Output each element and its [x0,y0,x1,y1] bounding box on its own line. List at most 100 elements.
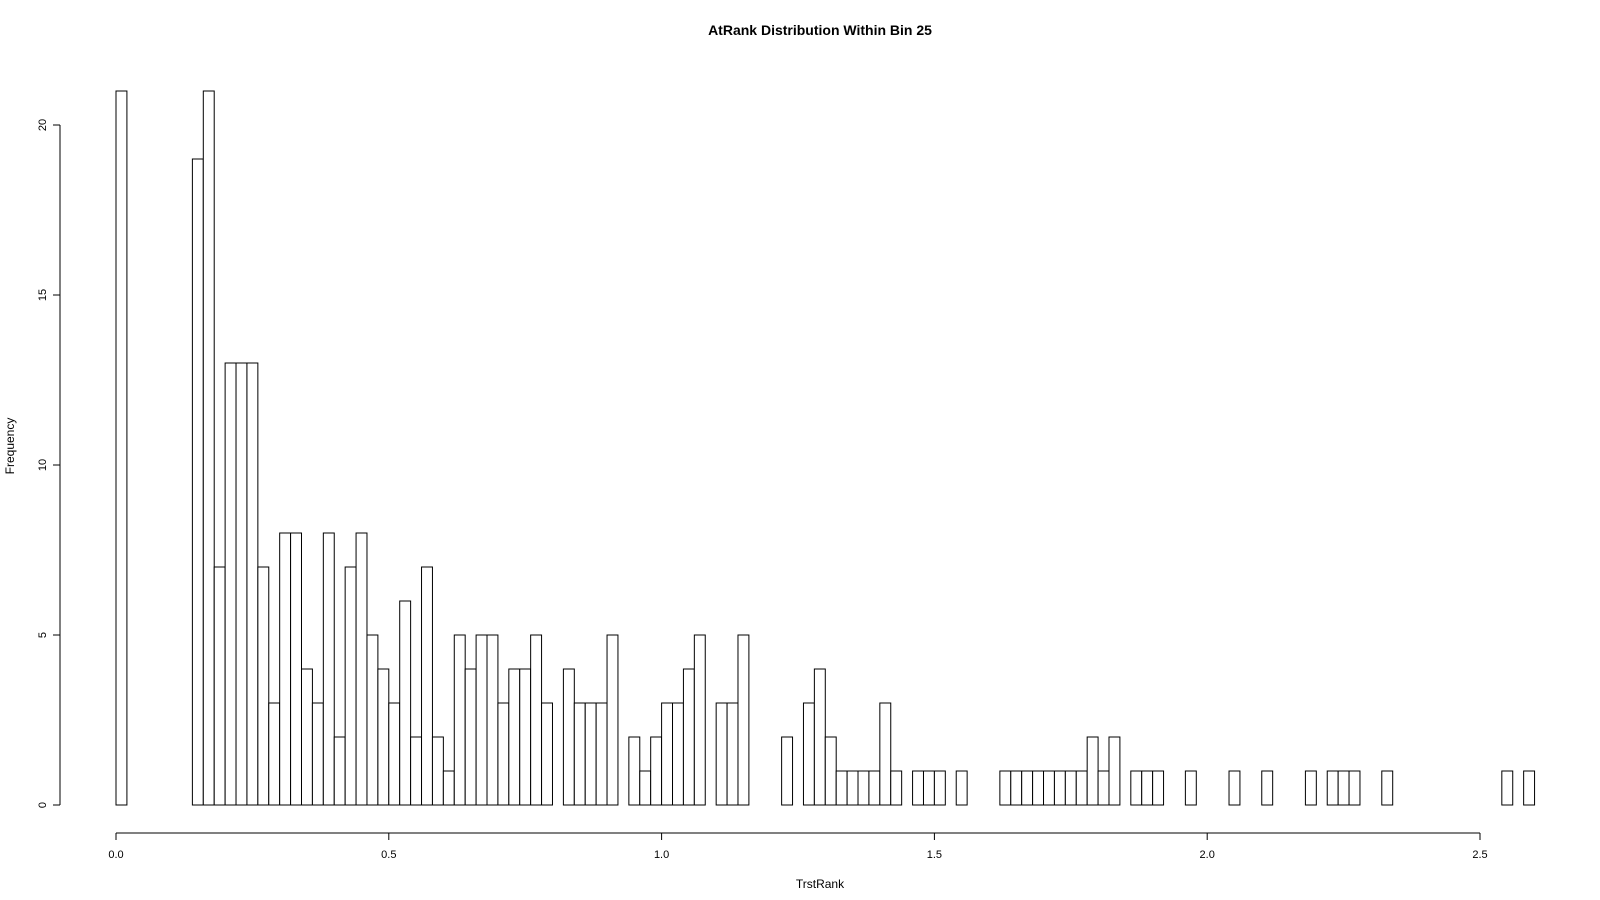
histogram-bar [1228,770,1241,806]
histogram-bar [606,634,619,806]
histogram-bar [595,702,608,806]
histogram-bar [497,702,510,806]
histogram-bar [868,770,881,806]
histogram-bar [857,770,870,806]
histogram-bar [726,702,739,806]
histogram-bar [1053,770,1066,806]
histogram-bar [1010,770,1023,806]
histogram-bar [246,362,259,806]
histogram-bar [890,770,903,806]
histogram-bar [1326,770,1339,806]
x-tick-label: 0.0 [108,849,123,861]
histogram-bar [999,770,1012,806]
histogram-bar [922,770,935,806]
histogram-bar [290,532,303,806]
histogram-bar [399,600,412,806]
histogram-bar [584,702,597,806]
histogram-bar [661,702,674,806]
histogram-bar [1130,770,1143,806]
x-tick-label: 0.5 [381,849,396,861]
histogram-bar [835,770,848,806]
x-axis-label: TrstRank [796,877,845,891]
histogram-bars [115,90,1536,806]
x-axis: 0.0 0.5 1.0 1.5 2.0 2.5 [108,832,1488,861]
histogram-bar [115,90,128,806]
histogram-bar [530,634,543,806]
histogram-bar [388,702,401,806]
histogram-bar [224,362,237,806]
histogram-bar [508,668,521,806]
histogram-bar [715,702,728,806]
histogram-bar [639,770,652,806]
y-tick-label: 10 [37,459,49,471]
histogram-bar [573,702,586,806]
histogram-bar [1348,770,1361,806]
histogram-bar [1064,770,1077,806]
histogram-bar [628,736,641,806]
y-axis: 0 5 10 15 20 [37,119,61,808]
histogram-bar [355,532,368,806]
histogram-bar [1523,770,1536,806]
histogram-bar [562,668,575,806]
histogram-bar [486,634,499,806]
histogram-bar [344,566,357,806]
histogram-bar [453,634,466,806]
histogram-bar [781,736,794,806]
histogram-bar [879,702,892,806]
histogram-bar [1108,736,1121,806]
histogram-bar [933,770,946,806]
histogram-bar [1141,770,1154,806]
histogram-bar [213,566,226,806]
histogram-bar [235,362,248,806]
histogram-bar [322,532,335,806]
histogram-bar [1152,770,1165,806]
histogram-bar [802,702,815,806]
histogram-bar [421,566,433,806]
histogram-bar [1086,736,1099,806]
histogram-bar [431,736,444,806]
histogram-bar [268,702,281,806]
histogram-bar [1501,770,1514,806]
y-tick-label: 20 [37,119,49,131]
x-tick-label: 1.5 [927,849,942,861]
histogram-bar [813,668,826,806]
histogram-bar [541,702,553,806]
histogram-bar [191,158,204,806]
histogram-bar [824,736,837,806]
histogram-bar [672,702,684,806]
histogram-bar [846,770,859,806]
histogram-bar [1075,770,1088,806]
histogram-bar [257,566,270,806]
x-tick-label: 1.0 [654,849,669,861]
histogram-bar [955,770,968,806]
histogram-bar [1021,770,1034,806]
x-tick-label: 2.5 [1472,849,1487,861]
histogram-bar [464,668,477,806]
histogram-bar [475,634,488,806]
histogram-bar [693,634,706,806]
y-tick-label: 5 [37,632,49,638]
histogram-bar [1381,770,1394,806]
histogram-bar [1097,770,1110,806]
histogram-bar [650,736,663,806]
histogram-bar [737,634,750,806]
histogram-bar [1032,770,1045,806]
histogram-bar [279,532,292,806]
histogram-bar [682,668,695,806]
histogram-bar [333,736,346,806]
histogram-bar [1337,770,1350,806]
histogram-bar [311,702,324,806]
histogram-bar [442,770,455,806]
histogram-bar [1261,770,1274,806]
histogram-bar [1184,770,1197,806]
histogram-bar [202,90,215,806]
y-axis-label: Frequency [3,418,17,475]
histogram-bar [1304,770,1317,806]
histogram-bar [519,668,532,806]
y-tick-label: 15 [37,289,49,301]
histogram-bar [301,668,313,806]
histogram-bar [377,668,390,806]
histogram-bar [366,634,379,806]
chart-title: AtRank Distribution Within Bin 25 [708,22,932,38]
